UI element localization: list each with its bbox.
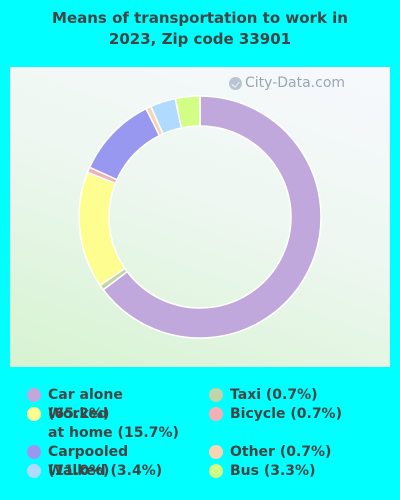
legend-swatch-other xyxy=(209,445,223,459)
chart-title: Means of transportation to work in 2023,… xyxy=(0,8,400,50)
legend-item-carpooled: Carpooled (11.0%) xyxy=(27,443,188,481)
legend-swatch-walked xyxy=(27,464,41,478)
legend-label-worked-at-home: Worked at home (15.7%) xyxy=(48,405,188,443)
legend-label-worked-at-home-line-1: Worked xyxy=(48,406,108,422)
donut-slice-bus xyxy=(174,95,201,129)
legend-item-bus: Bus (3.3%) xyxy=(209,462,370,481)
legend-swatch-car-alone xyxy=(27,388,41,402)
legend-swatch-bus xyxy=(209,464,223,478)
donut-slices xyxy=(78,95,322,339)
legend-item-taxi: Taxi (0.7%) xyxy=(209,386,370,405)
legend-label-worked-at-home-line-2: at home (15.7%) xyxy=(48,425,179,441)
donut-slice-worked-at-home xyxy=(78,171,126,287)
legend-label-taxi: Taxi (0.7%) xyxy=(230,387,318,403)
legend-label-bicycle: Bicycle (0.7%) xyxy=(230,406,342,422)
donut-slice-carpooled xyxy=(88,107,161,181)
donut-slice-car-alone xyxy=(102,95,322,339)
watermark: City-Data.com xyxy=(229,75,345,91)
legend-item-worked-at-home: Worked at home (15.7%) xyxy=(27,405,188,443)
legend-label-carpooled: Carpooled (11.0%) xyxy=(48,444,129,479)
legend-item-other: Other (0.7%) xyxy=(209,443,370,462)
legend-swatch-worked-at-home xyxy=(27,407,41,421)
legend-label-bus: Bus (3.3%) xyxy=(230,463,316,479)
legend-label-other: Other (0.7%) xyxy=(230,444,332,460)
legend-swatch-taxi xyxy=(209,388,223,402)
legend: Car alone (65.2%) Worked at home (15.7%)… xyxy=(27,386,397,486)
legend-swatch-bicycle xyxy=(209,407,223,421)
chart-title-line-1: Means of transportation to work in xyxy=(52,9,348,27)
watermark-text: City-Data.com xyxy=(245,75,346,91)
legend-item-car-alone: Car alone (65.2%) xyxy=(27,386,188,424)
chart-title-line-2: 2023, Zip code 33901 xyxy=(108,30,292,48)
legend-label-car-alone: Car alone (65.2%) xyxy=(48,387,123,422)
legend-item-bicycle: Bicycle (0.7%) xyxy=(209,405,370,424)
legend-swatch-carpooled xyxy=(27,445,41,459)
legend-label-walked: Walked (3.4%) xyxy=(48,463,163,479)
legend-item-walked: Walked (3.4%) xyxy=(27,462,188,481)
city-data-logo-icon xyxy=(229,76,242,90)
